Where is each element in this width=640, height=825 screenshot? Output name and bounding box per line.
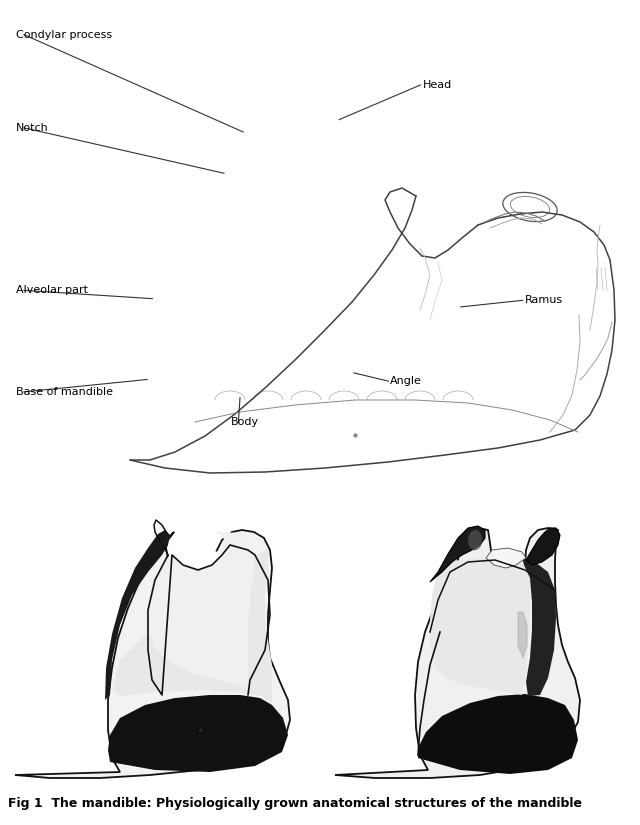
Ellipse shape <box>468 530 482 550</box>
Text: Fig 1  The mandible: Physiologically grown anatomical structures of the mandible: Fig 1 The mandible: Physiologically grow… <box>8 797 582 810</box>
Text: Ramus: Ramus <box>525 295 563 305</box>
Polygon shape <box>486 548 526 568</box>
Text: Alveolar part: Alveolar part <box>16 285 88 295</box>
Polygon shape <box>518 612 527 658</box>
Text: Head: Head <box>422 80 452 90</box>
Polygon shape <box>522 558 556 696</box>
Polygon shape <box>430 558 530 695</box>
Polygon shape <box>335 528 580 778</box>
Polygon shape <box>15 530 290 778</box>
Polygon shape <box>430 526 485 582</box>
Text: Notch: Notch <box>16 123 49 133</box>
Polygon shape <box>418 694 578 774</box>
Polygon shape <box>112 548 272 704</box>
Text: Body: Body <box>230 417 259 427</box>
Polygon shape <box>148 532 255 688</box>
Polygon shape <box>526 528 560 565</box>
Text: Angle: Angle <box>390 376 422 386</box>
Polygon shape <box>105 530 170 700</box>
Text: Condylar process: Condylar process <box>16 30 112 40</box>
Polygon shape <box>172 548 222 568</box>
Text: Base of mandible: Base of mandible <box>16 387 113 397</box>
Polygon shape <box>108 695 288 772</box>
